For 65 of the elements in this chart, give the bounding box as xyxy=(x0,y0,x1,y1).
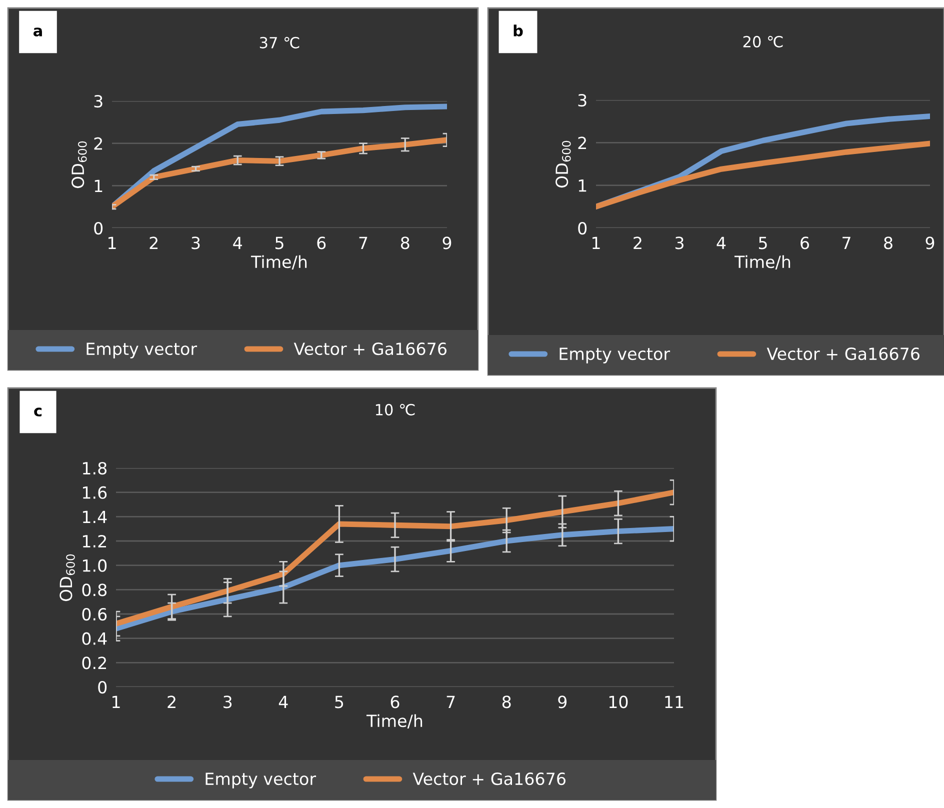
y-tick-label: 2 xyxy=(94,137,102,150)
y-tick-label: 1.4 xyxy=(82,510,107,523)
x-axis-title: Time/h xyxy=(734,255,790,270)
y-tick-label: 0 xyxy=(98,680,107,694)
x-tick-label: 4 xyxy=(716,236,726,249)
x-tick-label: 7 xyxy=(842,236,850,249)
legend-label: Empty vector xyxy=(206,772,316,788)
legend-label: Vector + Ga16676 xyxy=(294,342,446,356)
x-tick-label: 6 xyxy=(390,696,400,708)
text: b xyxy=(514,24,523,36)
legend-label: Vector + Ga16676 xyxy=(412,772,566,786)
chart-title: 10 ℃ xyxy=(376,404,415,416)
y-tick-label: 0.6 xyxy=(82,608,107,621)
x-tick-label: 6 xyxy=(800,236,810,250)
x-tick-label: 8 xyxy=(502,696,511,708)
x-tick-label: 1 xyxy=(112,696,120,708)
x-tick-label: 4 xyxy=(278,696,288,708)
y-tick-label: 0 xyxy=(578,222,587,235)
y-tick-label: 1 xyxy=(578,180,586,192)
y-tick-label: 0 xyxy=(94,222,103,235)
y-tick-label: 0.8 xyxy=(82,584,107,596)
x-tick-label: 9 xyxy=(442,236,452,250)
x-tick-label: 2 xyxy=(150,236,158,249)
x-tick-label: 2 xyxy=(634,236,642,249)
y-tick-label: 1.6 xyxy=(82,486,107,499)
x-tick-label: 5 xyxy=(758,236,767,250)
x-tick-label: 9 xyxy=(926,236,934,250)
y-axis-title: OD$_{600}$ xyxy=(60,554,75,602)
x-tick-label: 7 xyxy=(446,696,455,708)
text: c xyxy=(34,408,42,416)
y-tick-label: 1.2 xyxy=(82,534,106,548)
y-tick-label: 0.4 xyxy=(82,632,107,645)
x-tick-label: 3 xyxy=(224,696,232,708)
y-tick-label: 3 xyxy=(94,94,102,108)
y-tick-label: 1.8 xyxy=(82,462,107,475)
y-tick-label: 1.0 xyxy=(82,559,107,572)
x-tick-label: 3 xyxy=(192,236,200,250)
x-tick-label: 5 xyxy=(275,236,284,250)
x-tick-label: 9 xyxy=(558,696,567,708)
y-tick-label: 3 xyxy=(578,94,586,107)
x-tick-label: 2 xyxy=(168,696,176,708)
y-axis-title: OD$_{600}$ xyxy=(72,141,87,188)
x-axis-title: Time/h xyxy=(366,714,422,728)
x-tick-label: 7 xyxy=(359,236,368,249)
y-tick-label: 0.2 xyxy=(82,656,106,670)
x-tick-label: 11 xyxy=(665,696,684,708)
x-axis-title: Time/h xyxy=(250,255,307,270)
legend-label: Empty vector xyxy=(86,342,198,358)
x-tick-label: 4 xyxy=(233,236,242,249)
x-tick-label: 5 xyxy=(335,696,344,708)
text: a xyxy=(34,28,42,36)
x-tick-label: 10 xyxy=(609,696,628,708)
x-tick-label: 1 xyxy=(108,236,116,249)
x-tick-label: 8 xyxy=(400,236,410,250)
legend-label: Empty vector xyxy=(560,348,670,364)
y-axis-title: OD$_{600}$ xyxy=(556,140,571,188)
x-tick-label: 6 xyxy=(317,236,326,250)
x-tick-label: 8 xyxy=(884,236,892,250)
chart-title: 20 ℃ xyxy=(743,36,783,48)
chart-title: 37 ℃ xyxy=(260,36,300,48)
legend-label: Vector + Ga16676 xyxy=(766,347,920,360)
x-tick-label: 3 xyxy=(675,236,684,250)
y-tick-label: 2 xyxy=(578,136,586,149)
x-tick-label: 1 xyxy=(592,236,600,249)
y-tick-label: 1 xyxy=(94,180,102,192)
